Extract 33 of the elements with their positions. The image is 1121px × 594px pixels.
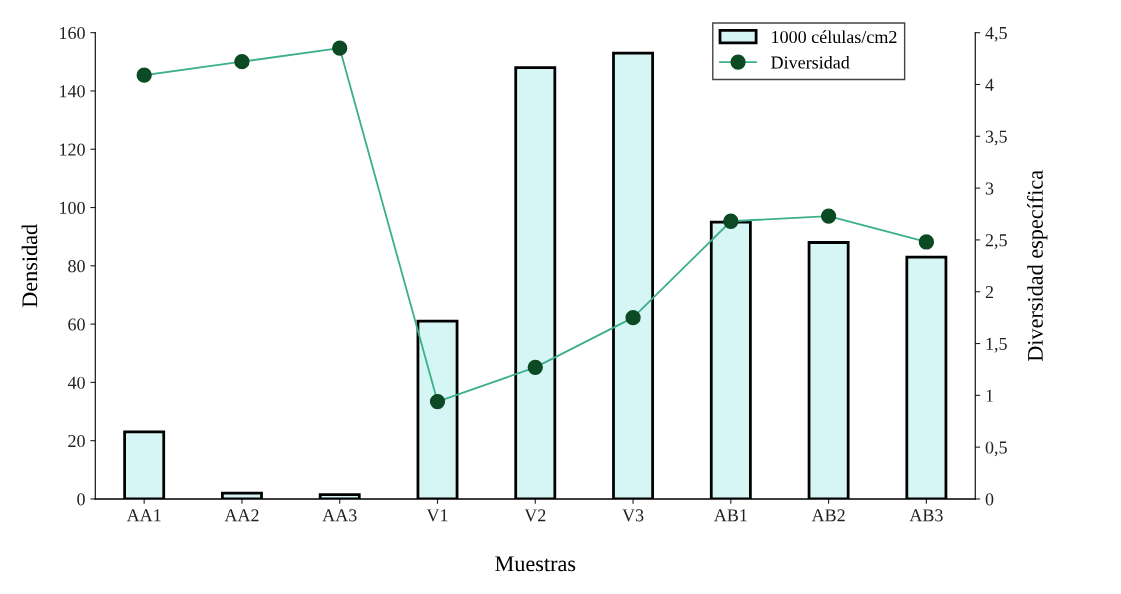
y-tick-label: 160: [60, 26, 85, 40]
x-axis-title: Muestras: [495, 556, 576, 572]
y-axis-title: Densidad: [21, 224, 38, 308]
y2-tick-label: 3: [985, 182, 994, 195]
y2-tick-label: 4,5: [985, 27, 1007, 42]
y-tick-label: 80: [68, 260, 85, 273]
y2-tick-label: 3,5: [985, 130, 1007, 146]
x-tick-label: AB1: [713, 509, 747, 522]
y-tick-label: 140: [60, 85, 85, 98]
y-tick-label: 0: [77, 493, 85, 506]
y-tick-label: 40: [67, 376, 85, 389]
y2-tick-label: 1,5: [986, 337, 1007, 353]
legend-label: Diversidad: [771, 55, 850, 69]
x-tick-label: V3: [622, 509, 644, 522]
x-tick-label: AA2: [224, 509, 259, 522]
x-tick-label: AA1: [126, 509, 161, 522]
y-tick-label: 100: [60, 201, 85, 214]
y2-tick-label: 0: [985, 493, 994, 506]
x-tick-label: AB2: [811, 509, 845, 522]
x-tick-label: V2: [524, 509, 546, 522]
y2-tick-label: 2,5: [985, 234, 1007, 249]
x-tick-label: AB3: [909, 509, 943, 522]
y2-tick-label: 0,5: [985, 441, 1007, 457]
x-tick-label: AA3: [322, 509, 357, 522]
y-tick-label: 20: [68, 434, 85, 448]
legend-label: 1000 células/cm2: [772, 30, 897, 44]
y-tick-label: 120: [60, 143, 85, 156]
y2-tick-label: 4: [985, 78, 994, 91]
x-tick-label: V1: [426, 509, 448, 522]
y2-tick-label: 1: [986, 389, 993, 402]
y2-axis-title: Diversidad específica: [1027, 170, 1048, 362]
y-tick-label: 60: [68, 318, 85, 331]
y2-tick-label: 2: [985, 286, 994, 298]
